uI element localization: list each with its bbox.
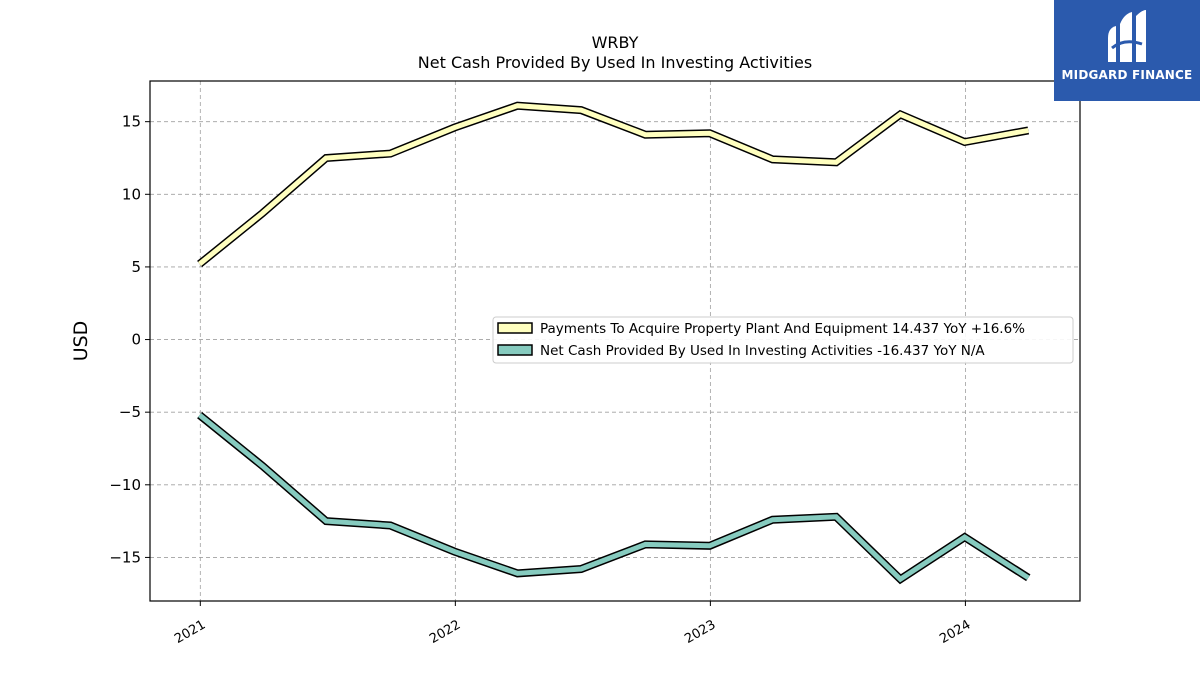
series-line-net-cash [198,413,1030,583]
y-tick-label: −15 [109,548,141,566]
legend-label-payments: Payments To Acquire Property Plant And E… [540,321,1025,337]
y-tick-label: 15 [122,113,141,131]
y-tick-label: 5 [131,258,141,276]
legend: Payments To Acquire Property Plant And E… [492,316,1074,364]
y-tick-label: −5 [119,403,141,421]
brand-name: MIDGARD FINANCE [1061,68,1193,82]
x-tick-label: 2023 [682,617,718,647]
x-tick-label: 2021 [172,617,208,647]
legend-swatch-net-cash [497,344,533,356]
y-axis-label: USD [70,321,92,362]
plot-area-frame [149,80,1081,602]
legend-frame [492,316,1074,364]
y-tick-label: 0 [131,331,141,349]
y-tick-label: −10 [109,476,141,494]
legend-label-net-cash: Net Cash Provided By Used In Investing A… [540,343,985,359]
chart-subtitle: Net Cash Provided By Used In Investing A… [418,53,812,72]
legend-swatch-payments [497,322,533,334]
x-axis: 2021 2022 2023 2024 [172,601,973,647]
midgard-logo-icon [1108,10,1146,62]
series-layer [197,101,1031,585]
chart-title: WRBY [592,33,639,52]
series-line-payments-outline [197,101,1030,268]
series-line-payments [198,103,1029,266]
x-tick-label: 2024 [937,617,973,647]
brand-logo: MIDGARD FINANCE [1054,0,1200,101]
x-tick-label: 2022 [427,617,463,647]
y-axis: 15 10 5 0 −5 −10 −15 [109,113,150,566]
y-tick-label: 10 [122,185,141,203]
